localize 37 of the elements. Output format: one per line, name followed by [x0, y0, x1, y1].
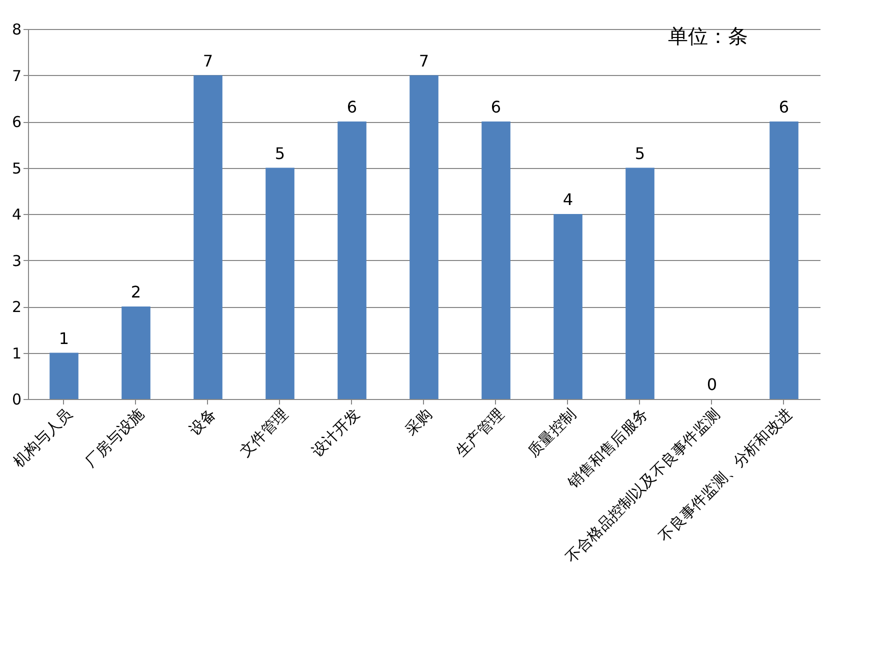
y-tick-label: 3	[12, 252, 22, 270]
bar	[194, 75, 222, 399]
x-tick-label: 设计开发	[308, 405, 364, 460]
data-label: 5	[274, 144, 286, 163]
bar	[122, 306, 150, 399]
bar	[770, 122, 798, 399]
y-tick-label: 1	[12, 344, 22, 362]
bar	[626, 168, 654, 399]
y-tick-label: 4	[12, 206, 22, 224]
data-label: 1	[58, 328, 70, 348]
data-label: 0	[706, 375, 718, 394]
data-label: 6	[490, 98, 502, 116]
y-tick-label: 7	[12, 66, 22, 85]
annotation: 单位：条	[668, 24, 748, 48]
x-tick-label: 生产管理	[452, 405, 508, 460]
x-tick-label: 采购	[401, 405, 436, 440]
x-tick-label: 设备	[185, 405, 220, 440]
data-label: 6	[778, 98, 790, 116]
data-label: 7	[418, 51, 430, 70]
bar	[482, 122, 510, 399]
y-tick-label: 6	[12, 113, 22, 131]
bar	[338, 122, 366, 399]
data-label: 2	[130, 282, 142, 302]
data-label: 6	[346, 98, 358, 116]
x-tick-label: 文件管理	[236, 405, 292, 460]
bar	[50, 352, 78, 399]
x-tick-label: 质量控制	[524, 405, 580, 460]
bar	[266, 168, 294, 399]
bar	[410, 75, 438, 399]
bar	[554, 214, 582, 399]
y-tick-label: 5	[12, 159, 22, 178]
data-label: 4	[562, 190, 574, 209]
y-tick-label: 8	[12, 20, 22, 38]
y-tick-label: 2	[12, 298, 22, 316]
x-tick-label: 厂房与设施	[82, 405, 148, 471]
data-label: 5	[634, 144, 646, 163]
data-label: 7	[202, 51, 214, 70]
